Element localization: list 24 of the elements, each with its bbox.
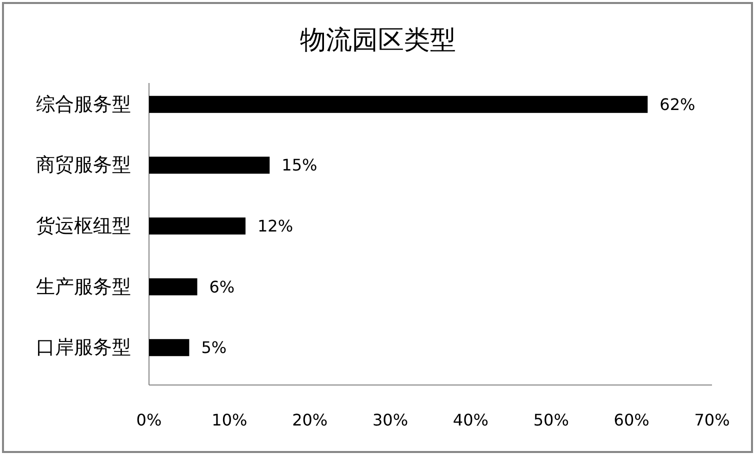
bar: [149, 96, 648, 113]
y-tick-label: 口岸服务型: [36, 336, 131, 359]
x-tick-label: 50%: [533, 410, 569, 430]
x-tick-label: 20%: [292, 410, 328, 430]
y-tick-label: 货运枢纽型: [36, 215, 131, 237]
data-label: 12%: [258, 216, 294, 236]
bar: [149, 217, 246, 235]
bar: [149, 278, 198, 296]
y-tick-label: 商贸服务型: [36, 154, 131, 176]
y-tick-label: 生产服务型: [36, 276, 131, 298]
chart-title: 物流园区类型: [300, 26, 456, 54]
x-tick-label: 70%: [694, 410, 730, 430]
x-tick-label: 60%: [614, 410, 650, 430]
data-label: 6%: [209, 277, 235, 296]
data-label: 15%: [282, 156, 318, 175]
data-label: 62%: [660, 94, 696, 114]
y-tick-label: 综合服务型: [36, 93, 131, 116]
bar: [149, 156, 270, 174]
x-tick-label: 40%: [452, 410, 488, 430]
x-tick-label: 30%: [372, 410, 408, 430]
data-label: 5%: [201, 338, 227, 358]
x-tick-label: 10%: [212, 410, 248, 430]
x-tick-label: 0%: [136, 410, 162, 430]
bar: [149, 339, 190, 356]
